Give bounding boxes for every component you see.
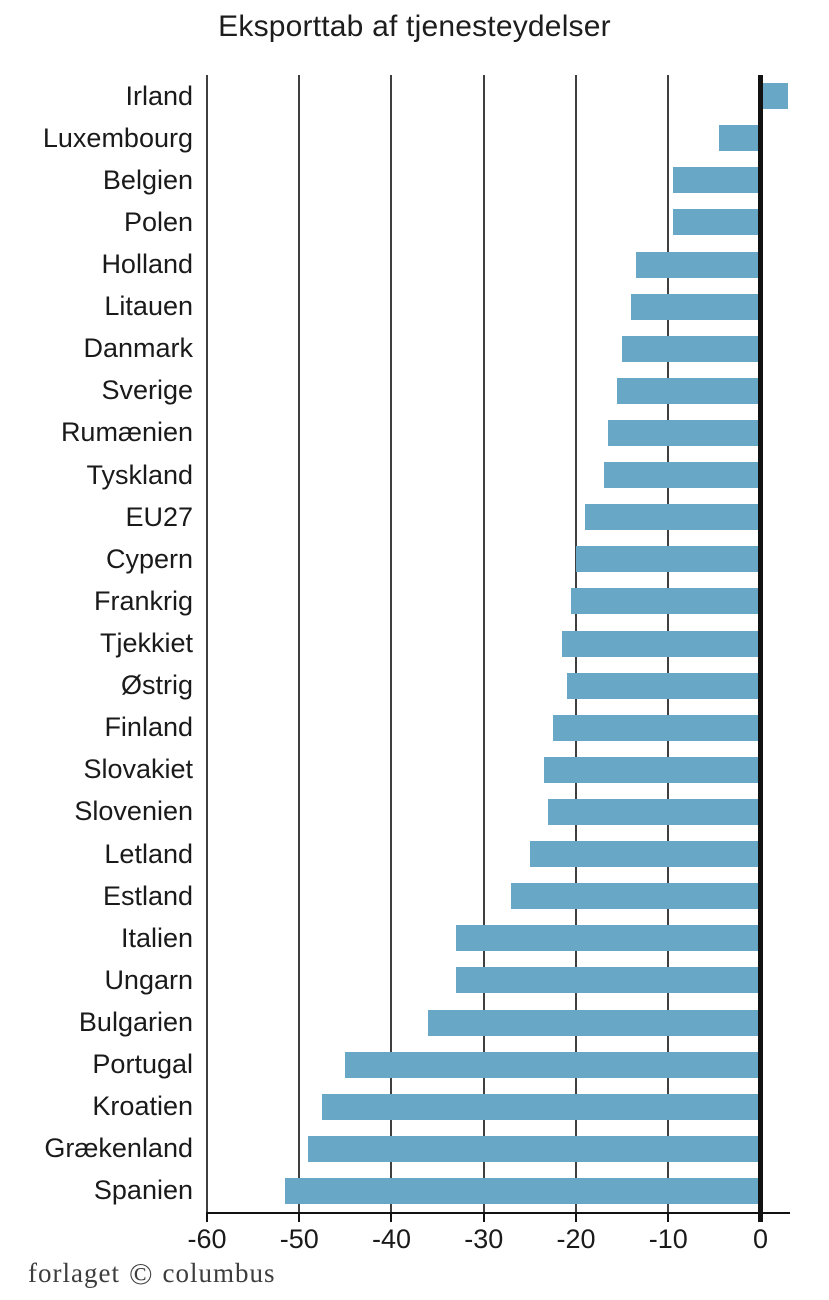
- bar-finland: [552, 714, 761, 741]
- x-axis-tick--40: [390, 1212, 393, 1222]
- x-tick-label--60: -60: [187, 1224, 227, 1254]
- bar-rum-nien: [608, 419, 761, 446]
- x-axis-tick--20: [574, 1212, 577, 1222]
- bar-ungarn: [456, 967, 761, 994]
- x-tick-label-0: 0: [752, 1224, 768, 1254]
- gridline--40: [390, 75, 393, 1212]
- x-tick-label--50: -50: [279, 1224, 319, 1254]
- publisher-logo: forlaget © columbus: [28, 1258, 276, 1289]
- y-label-rum-nien: Rumænien: [60, 417, 193, 448]
- bar-bulgarien: [428, 1009, 761, 1036]
- y-label-polen: Polen: [123, 206, 193, 237]
- zero-axis-line: [757, 75, 763, 1212]
- y-label-cypern: Cypern: [105, 543, 193, 574]
- y-label-danmark: Danmark: [83, 333, 193, 364]
- y-label-kroatien: Kroatien: [92, 1091, 193, 1122]
- y-label-irland: Irland: [125, 80, 193, 111]
- bar-polen: [672, 209, 761, 236]
- bar-tyskland: [603, 462, 761, 489]
- y-label-ungarn: Ungarn: [104, 964, 193, 995]
- y-label--strig: Østrig: [120, 670, 193, 701]
- y-label-letland: Letland: [104, 838, 193, 869]
- bar-portugal: [345, 1051, 761, 1078]
- x-axis-tick--60: [206, 1212, 208, 1222]
- bar--strig: [566, 672, 761, 699]
- y-label-luxembourg: Luxembourg: [42, 122, 193, 153]
- x-axis-line: [207, 1212, 790, 1214]
- bar-kroatien: [322, 1093, 761, 1120]
- x-tick-label--40: -40: [371, 1224, 411, 1254]
- y-label-spanien: Spanien: [93, 1175, 193, 1206]
- y-label-frankrig: Frankrig: [93, 585, 193, 616]
- publisher-logo-word-left: forlaget: [28, 1258, 120, 1288]
- bar-irland: [760, 83, 789, 110]
- bar-holland: [635, 251, 761, 278]
- bar-luxembourg: [718, 125, 761, 152]
- y-label-slovenien: Slovenien: [74, 796, 193, 827]
- y-label-estland: Estland: [102, 880, 193, 911]
- x-axis-tick--50: [298, 1212, 301, 1222]
- bar-spanien: [285, 1177, 761, 1204]
- y-label-litauen: Litauen: [104, 291, 193, 322]
- x-tick-label--20: -20: [556, 1224, 596, 1254]
- y-label-eu27: EU27: [125, 501, 193, 532]
- bar-estland: [511, 883, 761, 910]
- bar-frankrig: [571, 588, 761, 615]
- bar-cypern: [575, 546, 761, 573]
- y-label-gr-kenland: Grækenland: [44, 1133, 193, 1164]
- x-axis-tick-0: [757, 1212, 763, 1222]
- y-label-portugal: Portugal: [92, 1049, 193, 1080]
- bar-tjekkiet: [562, 630, 761, 657]
- y-label-holland: Holland: [101, 248, 193, 279]
- bar-letland: [529, 841, 761, 868]
- y-label-finland: Finland: [104, 712, 193, 743]
- x-tick-label--30: -30: [464, 1224, 504, 1254]
- copyright-icon: ©: [128, 1256, 154, 1291]
- gridline--60: [206, 75, 208, 1212]
- y-label-slovakiet: Slovakiet: [83, 754, 193, 785]
- bar-sverige: [617, 377, 761, 404]
- x-axis-tick--30: [482, 1212, 485, 1222]
- bar-danmark: [622, 335, 761, 362]
- y-label-bulgarien: Bulgarien: [78, 1006, 193, 1037]
- bar-italien: [456, 925, 761, 952]
- chart-title: Eksporttab af tjenesteydelser: [218, 10, 611, 43]
- x-axis-tick--10: [667, 1212, 670, 1222]
- publisher-logo-word-right: columbus: [162, 1258, 276, 1288]
- y-label-italien: Italien: [120, 922, 193, 953]
- plot-area: [206, 75, 790, 1222]
- bar-belgien: [672, 167, 761, 194]
- gridline--50: [298, 75, 301, 1212]
- y-label-tjekkiet: Tjekkiet: [99, 627, 193, 658]
- y-label-belgien: Belgien: [102, 164, 193, 195]
- gridline--30: [482, 75, 485, 1212]
- y-label-tyskland: Tyskland: [86, 459, 193, 490]
- x-tick-label--10: -10: [648, 1224, 688, 1254]
- bar-slovenien: [548, 798, 761, 825]
- bar-litauen: [631, 293, 761, 320]
- bar-eu27: [585, 504, 761, 531]
- bar-slovakiet: [543, 756, 761, 783]
- y-label-sverige: Sverige: [101, 375, 193, 406]
- bar-gr-kenland: [308, 1135, 761, 1162]
